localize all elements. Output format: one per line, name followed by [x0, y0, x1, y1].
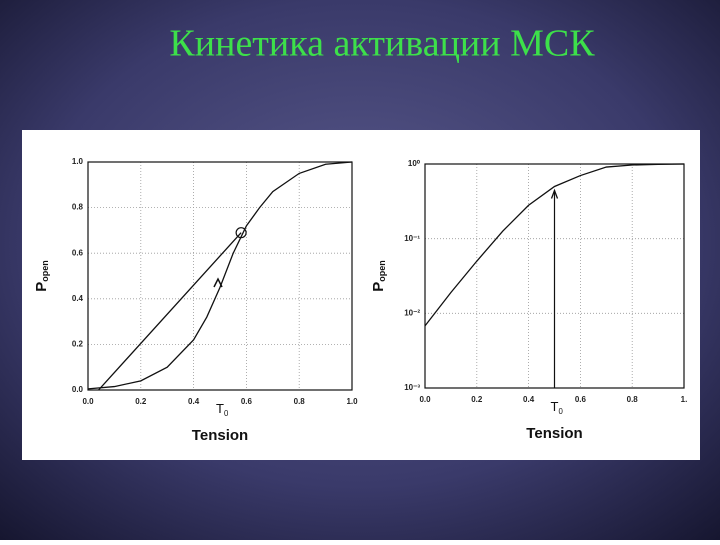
x-tick-label: 0.0 [419, 395, 431, 404]
label-main: P [33, 282, 50, 292]
y-tick-label: 10⁰ [408, 159, 421, 168]
x-tick-label: 1. [681, 395, 688, 404]
label-sub: 0 [558, 407, 563, 416]
x-tick-label: 1.0 [346, 397, 358, 406]
y-tick-label: 0.0 [72, 385, 84, 394]
sub-label: T0 [216, 401, 229, 418]
sub-label: Popen [370, 260, 387, 292]
data-line [87, 161, 353, 390]
y-tick-label: 0.2 [72, 340, 84, 349]
slide-title: Кинетика активации МСК [169, 23, 595, 65]
data-line [424, 163, 685, 327]
label-main: T [551, 399, 559, 414]
plot-frame [87, 161, 353, 391]
x-tick-label: 0.2 [471, 395, 483, 404]
x-axis-label: Tension [192, 427, 248, 444]
y-tick-label: 0.8 [72, 203, 84, 212]
y-tick-label: 0.6 [72, 248, 84, 257]
x-tick-label: 0.6 [241, 397, 253, 406]
sub-label: Popen [33, 260, 50, 292]
marker [235, 227, 247, 239]
y-tick-label: 10⁻² [404, 308, 420, 317]
x-tick-label: 0.6 [575, 395, 587, 404]
label-sub: open [40, 260, 50, 282]
x-tick-label: 0.0 [82, 397, 94, 406]
y-tick-label: 0.4 [72, 294, 84, 303]
label-main: T [216, 401, 224, 416]
arrow [550, 188, 559, 199]
y-tick-label: 1.0 [72, 157, 84, 166]
x-tick-label: 0.8 [627, 395, 639, 404]
y-tick-label: 10⁻³ [404, 383, 420, 392]
y-tick-label: 10⁻¹ [404, 234, 420, 243]
figure-panel [22, 130, 700, 460]
x-tick-label: 0.8 [294, 397, 306, 406]
x-tick-label: 0.4 [523, 395, 535, 404]
x-tick-label: 0.4 [188, 397, 200, 406]
x-tick-label: 0.2 [135, 397, 147, 406]
label-sub: 0 [224, 409, 229, 418]
data-line [98, 232, 242, 391]
x-axis-label: Tension [526, 425, 582, 442]
label-sub: open [377, 260, 387, 282]
sub-label: T0 [551, 399, 564, 416]
label-main: P [370, 282, 387, 292]
